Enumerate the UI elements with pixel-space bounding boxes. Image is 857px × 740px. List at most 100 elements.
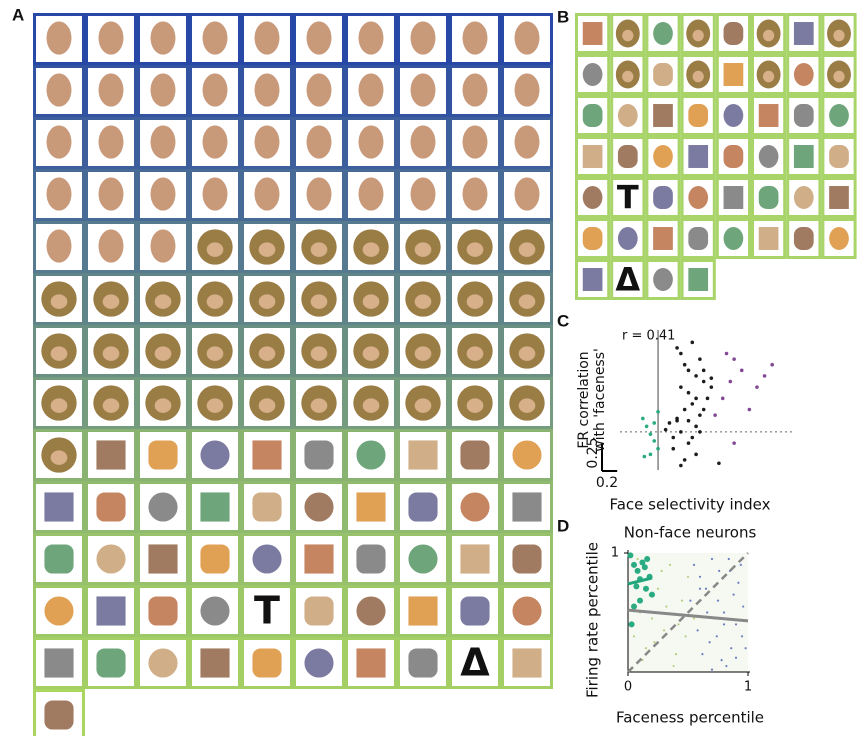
data-point <box>686 418 691 423</box>
data-point <box>648 432 653 436</box>
data-point <box>692 617 696 620</box>
stimulus-image <box>653 145 673 168</box>
stimulus-image <box>408 648 438 678</box>
stimulus-image <box>414 242 432 257</box>
stimulus-image <box>758 145 779 168</box>
stimulus-image <box>518 398 536 413</box>
data-point <box>732 357 736 361</box>
stimulus-image <box>304 544 334 574</box>
stimulus-frame <box>786 95 822 136</box>
stimulus-image <box>762 70 775 83</box>
data-point <box>668 563 672 567</box>
identity-line <box>627 552 749 673</box>
stimulus-image <box>304 648 334 678</box>
data-point <box>730 647 733 650</box>
stimulus-image <box>50 450 68 465</box>
data-point <box>627 552 634 559</box>
x-tick-label: 0 <box>624 680 632 695</box>
stimulus-image <box>512 544 542 574</box>
data-point <box>698 587 702 590</box>
stimulus-image <box>46 229 72 263</box>
stimulus-image <box>692 29 704 42</box>
data-point <box>724 351 729 356</box>
stimulus-image <box>514 125 540 159</box>
stimulus-frame <box>85 481 137 533</box>
fit-line <box>627 576 653 586</box>
data-point <box>677 623 680 626</box>
stimulus-image <box>358 73 384 107</box>
stimulus-image <box>408 544 438 574</box>
stimulus-image <box>793 104 814 127</box>
stimulus-image <box>723 145 744 168</box>
data-point <box>644 647 648 650</box>
stimulus-image <box>310 242 328 257</box>
stimulus-image <box>356 648 386 678</box>
data-point <box>643 585 649 592</box>
data-point <box>690 435 695 440</box>
data-point <box>671 435 676 440</box>
data-point <box>653 641 656 644</box>
stimulus-image <box>150 229 176 263</box>
stimulus-frame <box>345 637 397 689</box>
stimulus-image <box>254 177 280 211</box>
axis-label: Firing rate percentile <box>584 542 602 698</box>
stimulus-image <box>460 492 490 522</box>
stimulus-image <box>206 242 224 257</box>
data-point <box>704 587 708 590</box>
stimulus-image <box>154 398 172 413</box>
data-point <box>747 407 752 412</box>
stimulus-image <box>254 125 280 159</box>
data-point <box>675 416 679 421</box>
stimulus-image <box>793 227 814 250</box>
stimulus-image <box>306 177 332 211</box>
data-point <box>631 561 637 568</box>
stimulus-image <box>460 440 490 470</box>
stimulus-image <box>44 700 74 730</box>
stimulus-image <box>148 440 178 470</box>
data-point <box>694 452 698 457</box>
data-point <box>674 653 678 656</box>
stimulus-image <box>148 544 178 574</box>
data-point <box>672 664 675 668</box>
stimulus-image <box>148 648 178 678</box>
stimulus-image <box>758 104 779 127</box>
stimulus-image <box>206 294 224 309</box>
stimulus-image <box>206 398 224 413</box>
data-point <box>710 668 714 671</box>
stimulus-image <box>466 242 484 257</box>
data-point <box>727 557 730 561</box>
chart-title: Non-face neurons <box>624 524 757 542</box>
data-point <box>682 407 687 412</box>
stimulus-image <box>410 177 436 211</box>
stimulus-image <box>410 73 436 107</box>
stimulus-image <box>96 596 126 626</box>
stimulus-image <box>653 22 673 45</box>
stimulus-image <box>98 73 124 107</box>
data-point <box>728 379 733 384</box>
stimulus-frame <box>449 481 501 533</box>
stimulus-image <box>723 22 744 45</box>
data-point <box>690 340 695 345</box>
stimulus-frame <box>680 218 716 259</box>
stimulus-frame <box>449 429 501 481</box>
stimulus-image <box>202 125 228 159</box>
data-point <box>755 385 759 389</box>
stimulus-image <box>653 63 673 86</box>
stimulus-image <box>358 125 384 159</box>
panel-label: D <box>557 516 569 535</box>
stimulus-image <box>408 440 438 470</box>
stimulus-image <box>462 73 488 107</box>
stimulus-image <box>98 229 124 263</box>
panel-label: B <box>557 7 569 26</box>
annotation: r = 0.41 <box>622 329 675 344</box>
stimulus-image <box>512 596 542 626</box>
stimulus-image <box>310 346 328 361</box>
data-point <box>650 617 654 620</box>
stimulus-image <box>356 544 386 574</box>
stimulus-image <box>200 544 230 574</box>
data-point <box>701 379 706 384</box>
stimulus-image <box>102 346 120 361</box>
data-point <box>628 621 635 628</box>
data-point <box>682 362 687 367</box>
data-point <box>675 346 679 350</box>
